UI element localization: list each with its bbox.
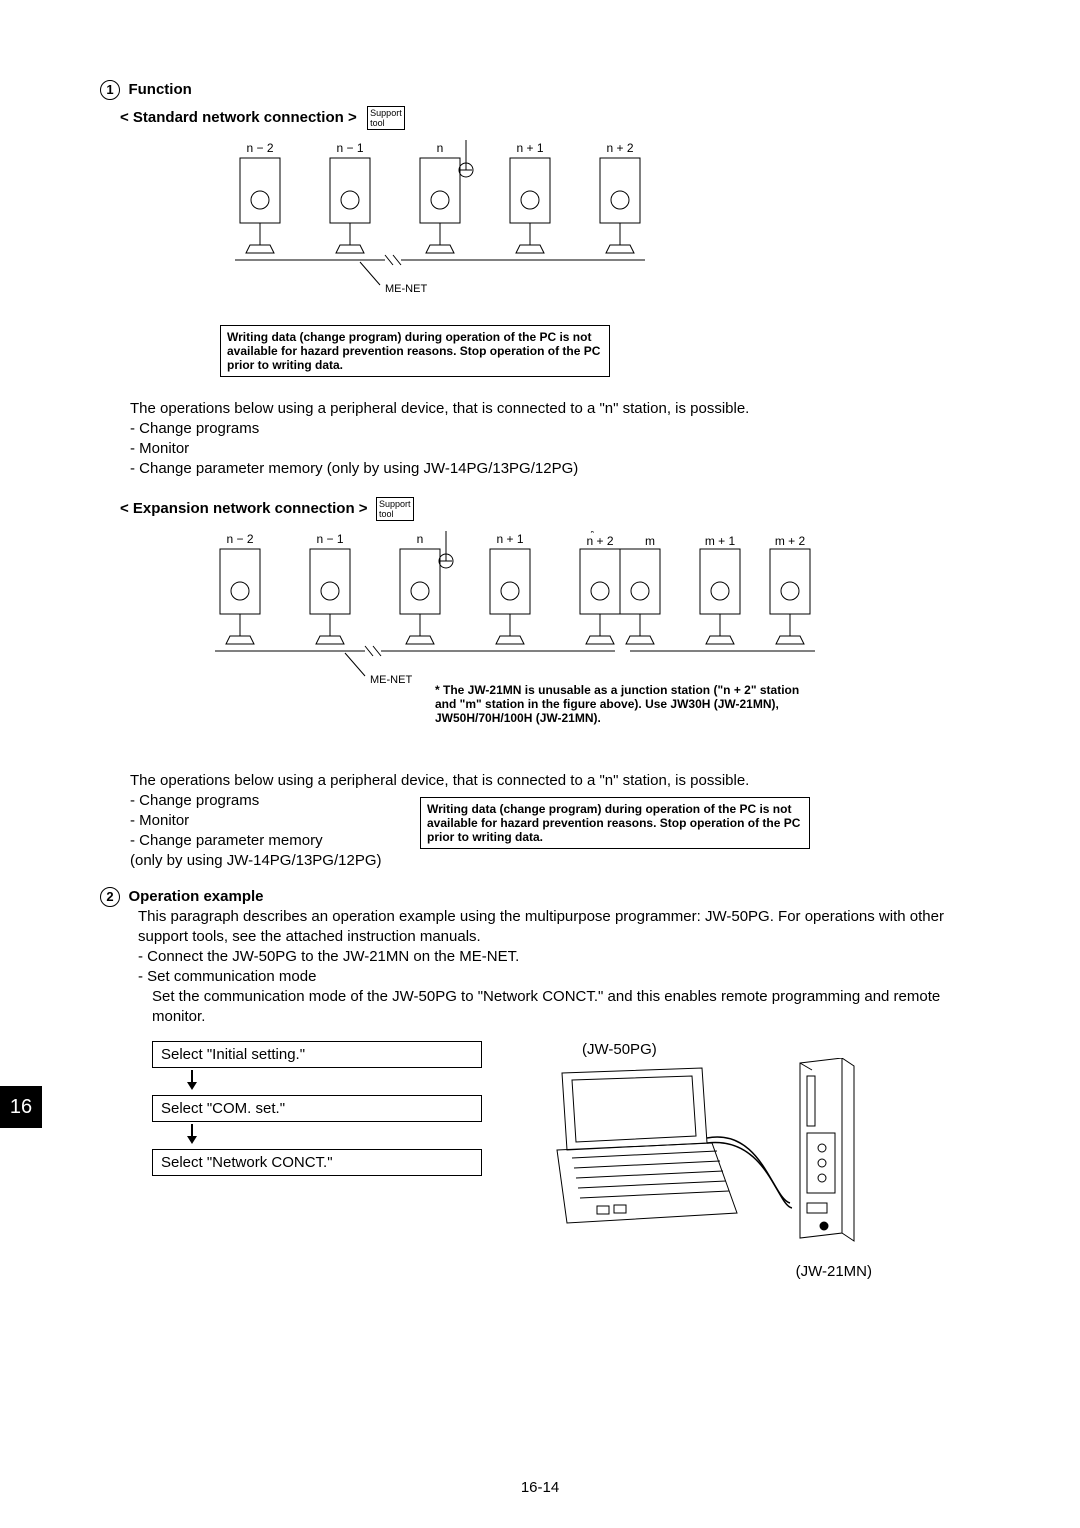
svg-text:n − 1: n − 1 xyxy=(316,532,343,546)
exp-net-title: < Expansion network connection > xyxy=(120,500,368,517)
svg-text:n: n xyxy=(417,532,424,546)
op-item-2: - Set communication mode xyxy=(138,967,980,987)
svg-text:ME-NET: ME-NET xyxy=(385,283,427,295)
dev2-label: (JW-21MN) xyxy=(542,1263,872,1280)
exp-item-4: (only by using JW-14PG/13PG/12PG) xyxy=(130,851,420,871)
arrow-down-icon xyxy=(182,1124,202,1144)
dev1-label: (JW-50PG) xyxy=(582,1041,882,1058)
page-number: 16-14 xyxy=(0,1479,1080,1496)
support-tool-box-1: Supporttool xyxy=(367,106,405,130)
flow-step-2: Select "COM. set." xyxy=(152,1095,482,1122)
exp-item-1: - Change programs xyxy=(130,791,420,811)
std-item-1: - Change programs xyxy=(130,419,980,439)
svg-text:n + 1: n + 1 xyxy=(496,532,523,546)
svg-text:n + 2: n + 2 xyxy=(606,141,633,155)
flow-steps: Select "Initial setting." Select "COM. s… xyxy=(152,1041,482,1178)
flow-step-3: Select "Network CONCT." xyxy=(152,1149,482,1176)
svg-text:m + 1: m + 1 xyxy=(705,534,736,548)
warning-box-2: Writing data (change program) during ope… xyxy=(420,797,810,849)
std-desc: The operations below using a peripheral … xyxy=(130,399,980,419)
exp-item-2: - Monitor xyxy=(130,811,420,831)
operation-heading: Operation example xyxy=(128,888,263,905)
svg-text:n + 1: n + 1 xyxy=(516,141,543,155)
std-item-3: - Change parameter memory (only by using… xyxy=(130,459,980,479)
circled-1: 1 xyxy=(100,80,120,100)
circled-2: 2 xyxy=(100,887,120,907)
exp-desc: The operations below using a peripheral … xyxy=(130,771,980,791)
arrow-down-icon xyxy=(182,1070,202,1090)
svg-text:n + 2: n + 2 xyxy=(586,534,613,548)
std-item-2: - Monitor xyxy=(130,439,980,459)
op-desc2: Set the communication mode of the JW-50P… xyxy=(152,987,980,1027)
op-desc1: This paragraph describes an operation ex… xyxy=(138,907,980,947)
warning-box-1: Writing data (change program) during ope… xyxy=(220,325,610,377)
svg-text:ME-NET: ME-NET xyxy=(370,674,412,686)
exp-item-3: - Change parameter memory xyxy=(130,831,420,851)
star-note: * The JW-21MN is unusable as a junction … xyxy=(435,683,810,725)
side-tab: 16 xyxy=(0,1086,42,1128)
std-net-title: < Standard network connection > xyxy=(120,109,357,126)
section-function: 1 Function < Standard network connection… xyxy=(100,80,980,871)
support-tool-box-2: Supporttool xyxy=(376,497,414,521)
device-illustration: (JW-50PG) xyxy=(542,1041,882,1280)
section-operation: 2 Operation example This paragraph descr… xyxy=(100,887,980,1280)
flow-step-1: Select "Initial setting." xyxy=(152,1041,482,1068)
svg-text:n: n xyxy=(437,141,444,155)
function-heading: Function xyxy=(128,81,191,98)
svg-text:n − 1: n − 1 xyxy=(336,141,363,155)
op-item-1: - Connect the JW-50PG to the JW-21MN on … xyxy=(138,947,980,967)
svg-text:m: m xyxy=(645,534,655,548)
svg-text:n − 2: n − 2 xyxy=(246,141,273,155)
svg-text:m + 2: m + 2 xyxy=(775,534,806,548)
svg-text:n − 2: n − 2 xyxy=(226,532,253,546)
std-network-diagram: n − 2 n − 1 n n + 1 n + 2 xyxy=(220,140,980,315)
exp-network-diagram: n − 2 n − 1 n n + 1 * n + 2 m m + 1 m + … xyxy=(200,531,980,725)
